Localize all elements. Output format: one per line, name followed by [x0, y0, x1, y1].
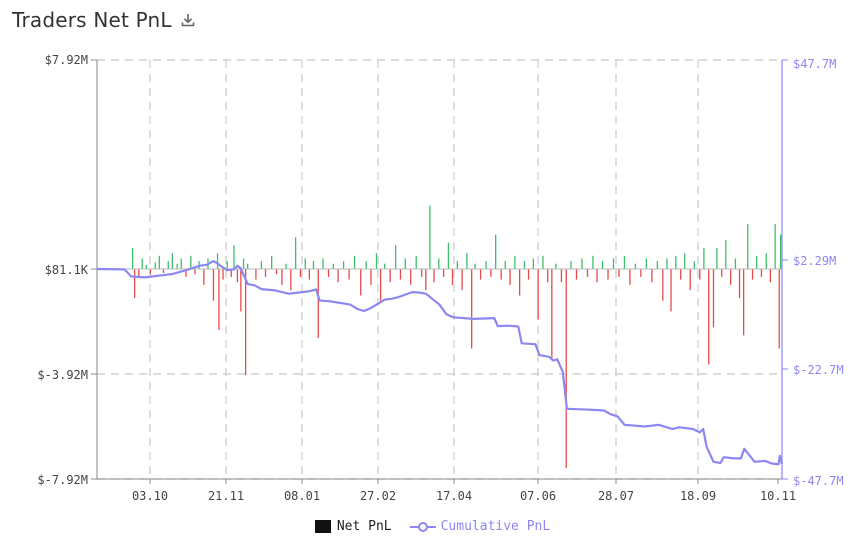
download-icon[interactable]	[180, 12, 196, 28]
cumulative-pnl-swatch	[409, 521, 436, 532]
left-tick-label: $-3.92M	[37, 368, 88, 382]
axes	[91, 59, 788, 484]
chart-header: Traders Net PnL	[12, 8, 196, 32]
net-pnl-swatch	[314, 520, 331, 533]
left-tick-label: $-7.92M	[37, 473, 88, 487]
x-tick-label: 07.06	[520, 489, 556, 503]
right-tick-label: $-47.7M	[793, 474, 844, 488]
x-tick-label: 21.11	[208, 489, 244, 503]
legend-label-net-pnl: Net PnL	[336, 519, 392, 534]
x-tick-label: 10.11	[760, 489, 796, 503]
x-axis-ticks: 03.10 21.11 08.01 27.02 17.04 07.06 28.0…	[132, 489, 796, 503]
right-axis-ticks: $47.7M $2.29M $-22.7M $-47.7M	[793, 57, 844, 488]
left-axis-ticks: $7.92M $81.1K $-3.92M $-7.92M	[37, 53, 88, 487]
x-tick-label: 27.02	[360, 489, 396, 503]
x-tick-label: 18.09	[680, 489, 716, 503]
legend-item-net-pnl[interactable]: Net PnL	[314, 519, 392, 534]
right-tick-label: $47.7M	[793, 57, 836, 71]
cumulative-line	[96, 260, 784, 466]
legend-item-cumulative-pnl[interactable]: Cumulative PnL	[409, 519, 551, 534]
right-tick-label: $2.29M	[793, 254, 836, 268]
x-tick-label: 17.04	[436, 489, 472, 503]
x-tick-label: 08.01	[284, 489, 320, 503]
right-tick-label: $-22.7M	[793, 363, 844, 377]
left-tick-label: $7.92M	[45, 53, 88, 67]
x-tick-label: 03.10	[132, 489, 168, 503]
net-pnl-bars	[131, 205, 782, 468]
cumulative-pnl-line	[96, 260, 784, 466]
left-tick-label: $81.1K	[45, 263, 89, 277]
legend: Net PnL Cumulative PnL	[0, 519, 865, 534]
chart-title: Traders Net PnL	[12, 8, 172, 32]
legend-label-cumulative-pnl: Cumulative PnL	[440, 519, 551, 534]
x-tick-label: 28.07	[598, 489, 634, 503]
